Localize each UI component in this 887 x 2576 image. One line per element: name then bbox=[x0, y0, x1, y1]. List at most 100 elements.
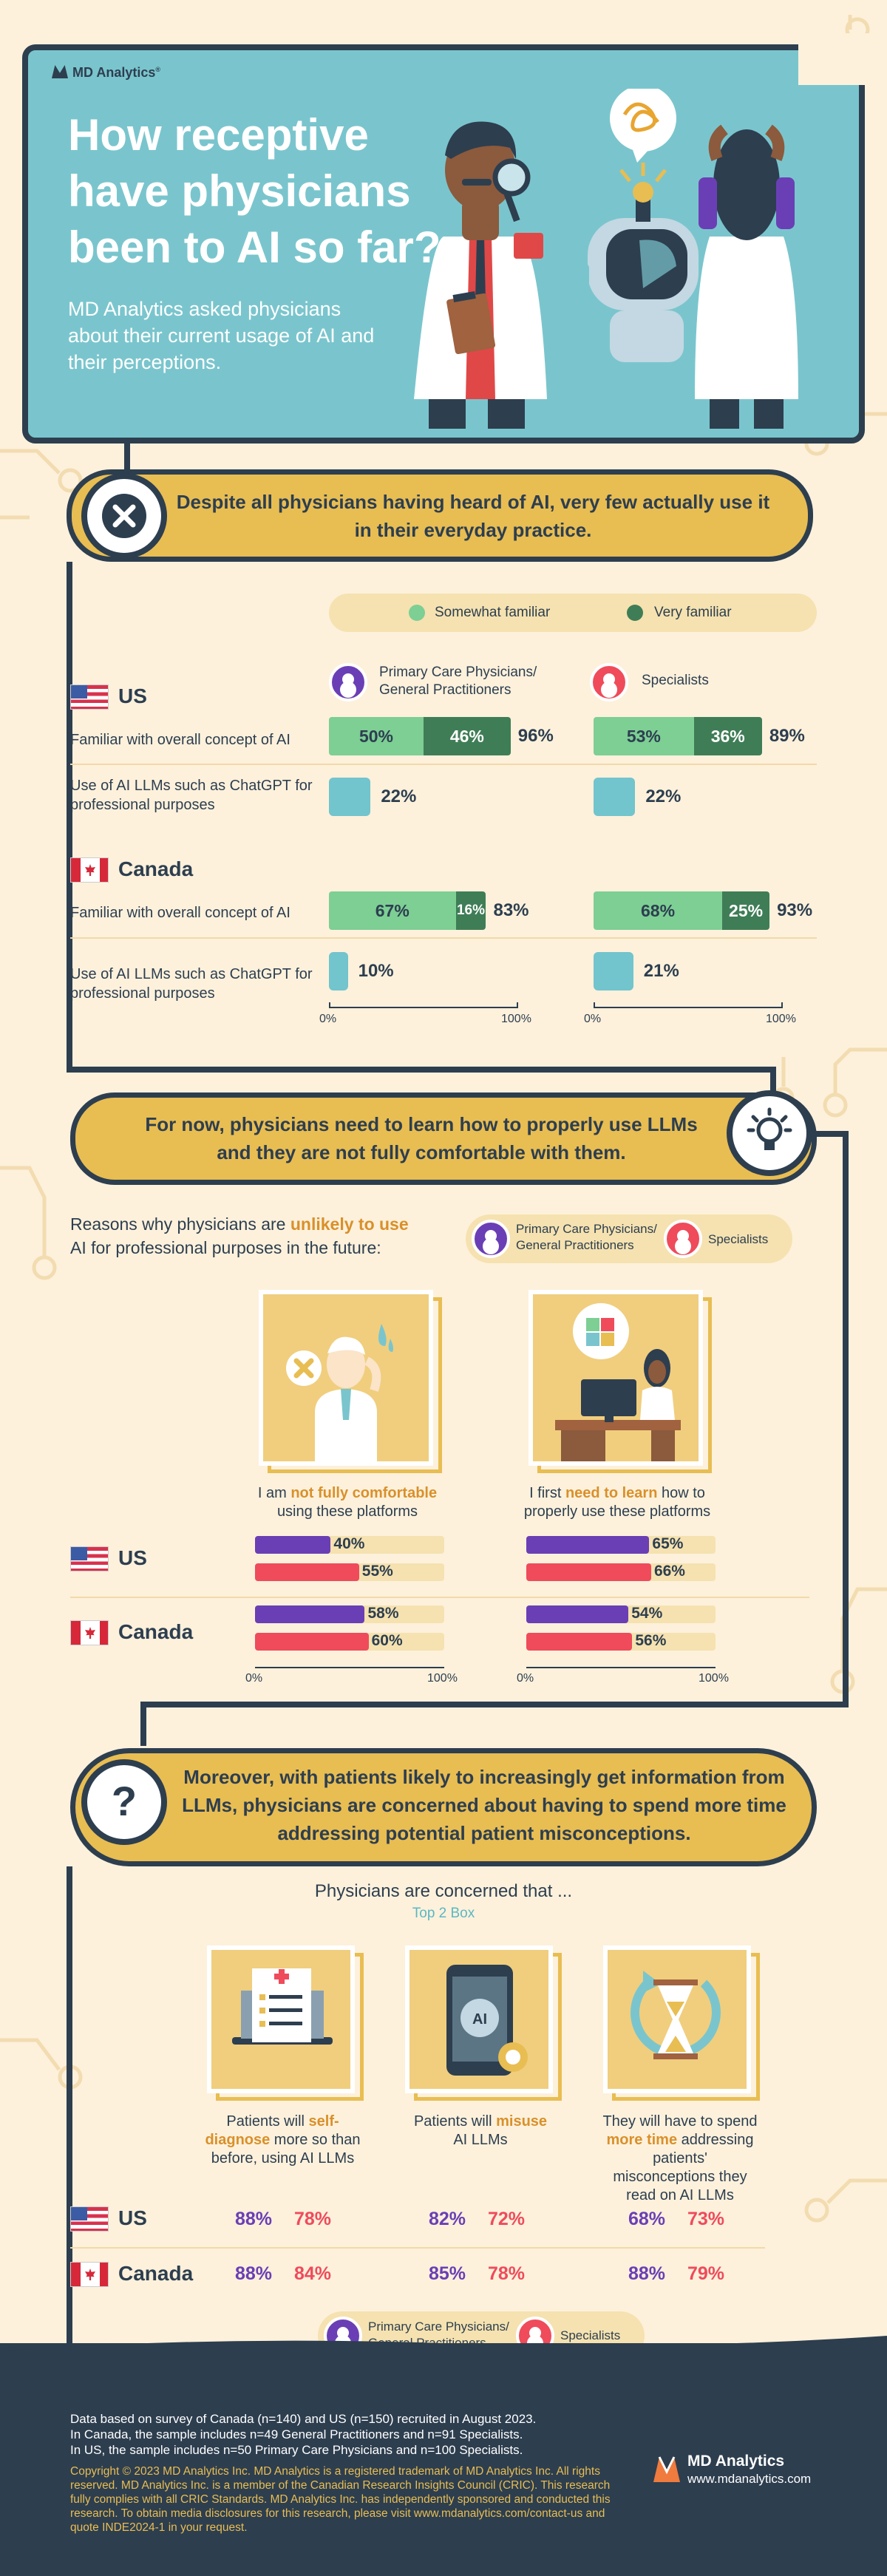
section2-banner bbox=[70, 1092, 817, 1185]
axis-line bbox=[526, 1667, 716, 1668]
bar-total: 83% bbox=[493, 900, 529, 920]
value-specialists: 78% bbox=[488, 2263, 526, 2284]
legend-specialists-label: Specialists bbox=[708, 1232, 769, 1246]
bar-primary bbox=[526, 1536, 650, 1554]
row-familiar-canada: Familiar with overall concept of AI bbox=[70, 905, 290, 921]
doctor-uncomfortable-illustration bbox=[286, 1324, 393, 1461]
connector-line bbox=[813, 1131, 849, 1137]
bar-specialists bbox=[526, 1563, 651, 1581]
value-specialists: 84% bbox=[294, 2263, 332, 2284]
axis-line bbox=[255, 1667, 444, 1668]
axis-tick bbox=[329, 1002, 330, 1008]
row-llm-us: Use of AI LLMs such as ChatGPT for profe… bbox=[70, 778, 313, 813]
bar-llm-value: 22% bbox=[645, 786, 682, 806]
bar-very: 36% bbox=[693, 717, 762, 755]
footer bbox=[0, 2343, 887, 2576]
bar-llm-value: 22% bbox=[381, 786, 417, 806]
axis-line-specialists bbox=[594, 1007, 783, 1008]
bar-primary bbox=[255, 1605, 365, 1623]
section3-banner-text: Moreover, with patients likely to increa… bbox=[182, 1766, 786, 1844]
footer-note-1: Data based on survey of Canada (n=140) a… bbox=[70, 2412, 537, 2426]
value-primary: 88% bbox=[628, 2263, 666, 2284]
value-primary: 85% bbox=[429, 2263, 466, 2284]
country-us: US bbox=[118, 1546, 147, 1569]
connector-line bbox=[67, 1866, 72, 2343]
legend-very: Very familiar bbox=[654, 605, 732, 620]
bar-llm bbox=[594, 778, 636, 816]
section3-banner bbox=[70, 1748, 817, 1866]
axis-line-primary bbox=[329, 1007, 518, 1008]
country-canada: Canada bbox=[118, 2262, 194, 2285]
bar-value: 58% bbox=[367, 1605, 399, 1622]
row-divider bbox=[70, 764, 817, 765]
brand-logo-icon bbox=[52, 65, 68, 78]
bar-very: 46% bbox=[424, 717, 511, 755]
bar-total: 89% bbox=[769, 726, 805, 746]
misuse-card: AI bbox=[405, 1945, 553, 2093]
question-mark-icon: ? bbox=[112, 1778, 137, 1824]
bar-total: 96% bbox=[517, 726, 554, 746]
value-primary: 88% bbox=[235, 2263, 273, 2284]
footer-website[interactable]: www.mdanalytics.com bbox=[687, 2472, 812, 2486]
axis-tick bbox=[781, 1002, 783, 1008]
bar-llm-value: 21% bbox=[643, 961, 679, 981]
axis-min-label: 0% bbox=[319, 1013, 337, 1025]
bar-value: 54% bbox=[631, 1605, 663, 1622]
bar-value: 66% bbox=[653, 1563, 685, 1580]
connector-line bbox=[67, 1067, 776, 1073]
familiarity-legend bbox=[329, 594, 817, 632]
bar-llm bbox=[594, 952, 633, 990]
connector-line bbox=[124, 440, 130, 484]
bar-llm-value: 10% bbox=[358, 961, 394, 981]
row-divider bbox=[70, 937, 817, 939]
row-llm-canada: Use of AI LLMs such as ChatGPT for profe… bbox=[70, 966, 313, 1002]
footer-note-2: In Canada, the sample includes n=49 Gene… bbox=[70, 2427, 523, 2441]
close-icon bbox=[102, 494, 146, 538]
connector-line bbox=[843, 1131, 849, 1707]
country-us: US bbox=[118, 2206, 147, 2229]
svg-text:AI: AI bbox=[472, 2011, 487, 2028]
legend-primary-label: Primary Care Physicians/ General Practit… bbox=[516, 1222, 657, 1252]
value-primary: 82% bbox=[429, 2209, 466, 2229]
hourglass-illustration bbox=[631, 1971, 721, 2059]
physician-at-computer-illustration bbox=[555, 1303, 681, 1461]
us-flag-icon bbox=[70, 2206, 109, 2232]
bar-value: 65% bbox=[652, 1535, 684, 1552]
more-time-card bbox=[603, 1945, 751, 2093]
section2-question: Reasons why physicians are unlikely to u… bbox=[70, 1214, 409, 1257]
axis-min-label: 0% bbox=[245, 1672, 263, 1685]
value-primary: 88% bbox=[235, 2209, 273, 2229]
s3-card1-caption: Patients will self-diagnose more so than… bbox=[205, 2113, 361, 2167]
axis-max-label: 100% bbox=[766, 1013, 796, 1025]
footer-brand: MD Analytics bbox=[687, 2453, 785, 2470]
us-flag-icon bbox=[70, 684, 109, 710]
specialists-icon bbox=[590, 663, 628, 701]
bar-somewhat: 67% bbox=[329, 891, 456, 930]
s3-card3-caption: They will have to spend more time addres… bbox=[602, 2113, 758, 2203]
specialists-icon bbox=[664, 1220, 702, 1258]
bar-somewhat: 68% bbox=[594, 891, 723, 930]
lightbulb-icon bbox=[747, 1107, 792, 1150]
canada-flag-icon bbox=[70, 2262, 109, 2287]
connector-line bbox=[140, 1702, 849, 1707]
group-primary-label: Primary Care Physicians/ General Practit… bbox=[379, 665, 537, 698]
group-legend bbox=[466, 1214, 792, 1263]
legend-dot-somewhat bbox=[409, 605, 425, 621]
group-specialists-label: Specialists bbox=[642, 673, 709, 688]
card2-caption: I first need to learn how to properly us… bbox=[523, 1485, 711, 1520]
bar-primary bbox=[526, 1605, 629, 1623]
country-us: US bbox=[118, 684, 147, 707]
row-familiar-us: Familiar with overall concept of AI bbox=[70, 732, 290, 748]
bar-specialists bbox=[255, 1633, 369, 1651]
axis-min-label: 0% bbox=[584, 1013, 602, 1025]
footer-copyright: Copyright © 2023 MD Analytics Inc. MD An… bbox=[70, 2465, 611, 2534]
value-primary: 68% bbox=[628, 2209, 666, 2229]
bar-llm bbox=[329, 778, 371, 816]
laptop-prescription-illustration bbox=[232, 1968, 333, 2045]
value-specialists: 72% bbox=[488, 2209, 526, 2229]
bar-value: 55% bbox=[361, 1563, 393, 1580]
section2-banner-text: For now, physicians need to learn how to… bbox=[145, 1113, 698, 1163]
row-divider bbox=[70, 2247, 765, 2249]
bar-primary bbox=[255, 1536, 331, 1554]
bar-somewhat: 53% bbox=[594, 717, 694, 755]
